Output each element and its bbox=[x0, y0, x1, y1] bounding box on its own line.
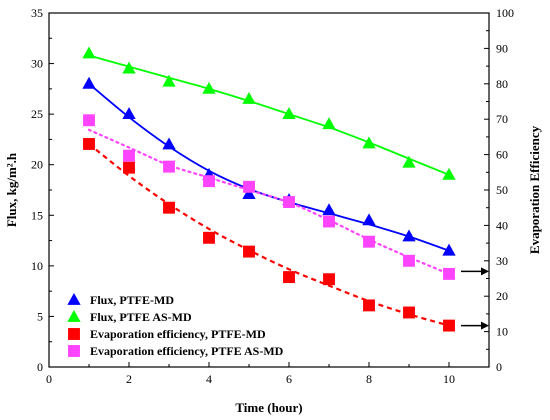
series-fit-line bbox=[88, 54, 450, 176]
data-point bbox=[282, 107, 296, 120]
y-right-tick-label: 90 bbox=[496, 41, 508, 55]
x-tick-label: 0 bbox=[46, 372, 52, 386]
data-point bbox=[323, 273, 335, 286]
data-point bbox=[243, 180, 255, 193]
series-3 bbox=[83, 138, 455, 332]
y-left-tick-label: 30 bbox=[31, 57, 43, 71]
y-right-tick-label: 80 bbox=[496, 77, 508, 91]
data-point bbox=[162, 137, 176, 150]
x-tick-label: 2 bbox=[126, 372, 132, 386]
data-point bbox=[443, 267, 455, 280]
y-right-tick-label: 40 bbox=[496, 218, 508, 232]
y-left-tick-label: 20 bbox=[31, 158, 43, 172]
legend-item: Flux, PTFE AS-MD bbox=[67, 310, 192, 324]
y-axis-right-title: Evaporation Efficiency bbox=[527, 125, 542, 254]
y-right-tick-label: 100 bbox=[496, 6, 514, 20]
data-point bbox=[122, 107, 136, 120]
data-point bbox=[202, 81, 216, 94]
y-left-tick-label: 35 bbox=[31, 6, 43, 20]
y-axis-left-title: Flux, kg/m².h bbox=[4, 152, 19, 227]
legend-item: Evaporation efficiency, PTFE AS-MD bbox=[68, 344, 284, 358]
data-point bbox=[123, 161, 135, 174]
legend-item: Evaporation efficiency, PTFE-MD bbox=[68, 327, 266, 341]
legend-label: Flux, PTFE AS-MD bbox=[90, 310, 192, 324]
data-point bbox=[402, 229, 416, 242]
y-right-tick-label: 20 bbox=[496, 289, 508, 303]
data-point bbox=[83, 114, 95, 127]
data-point bbox=[203, 231, 215, 244]
data-point bbox=[362, 136, 376, 149]
data-point bbox=[322, 203, 336, 216]
legend-marker bbox=[67, 310, 81, 322]
x-tick-label: 8 bbox=[366, 372, 372, 386]
legend-label: Evaporation efficiency, PTFE-MD bbox=[90, 327, 266, 341]
y-right-tick-label: 30 bbox=[496, 254, 508, 268]
y-right-tick-label: 10 bbox=[496, 325, 508, 339]
annotation-layer bbox=[461, 267, 489, 330]
series-fit-line bbox=[87, 128, 451, 275]
data-point bbox=[82, 76, 96, 89]
series-4 bbox=[83, 114, 455, 280]
legend-item: Flux, PTFE-MD bbox=[67, 293, 174, 307]
y-right-tick-label: 70 bbox=[496, 112, 508, 126]
y-right-tick-label: 0 bbox=[496, 360, 502, 374]
data-point bbox=[122, 61, 136, 74]
data-point bbox=[123, 149, 135, 162]
data-point bbox=[322, 117, 336, 130]
y-right-tick-label: 50 bbox=[496, 183, 508, 197]
data-point bbox=[283, 196, 295, 208]
series-layer bbox=[82, 46, 456, 332]
series-fit-line bbox=[88, 143, 450, 327]
ticks-layer: 0 2 4 6 8 10051015202530350102030405060708090… bbox=[31, 6, 514, 386]
frame-layer bbox=[48, 12, 490, 368]
legend-marker bbox=[67, 293, 81, 305]
data-point bbox=[363, 299, 375, 312]
data-point bbox=[323, 215, 335, 228]
y-left-tick-label: 15 bbox=[31, 208, 43, 222]
y-right-tick-label: 60 bbox=[496, 148, 508, 162]
data-point bbox=[283, 271, 295, 284]
data-point bbox=[242, 187, 256, 199]
data-point bbox=[163, 201, 175, 214]
legend-label: Flux, PTFE-MD bbox=[90, 293, 174, 307]
y-left-tick-label: 5 bbox=[37, 309, 43, 323]
data-point bbox=[442, 167, 456, 180]
data-point bbox=[402, 155, 416, 168]
data-point bbox=[363, 235, 375, 248]
series-2 bbox=[82, 46, 456, 180]
data-point bbox=[83, 138, 95, 150]
data-point bbox=[243, 245, 255, 258]
x-tick-label: 10 bbox=[443, 372, 455, 386]
legend-marker bbox=[68, 345, 80, 357]
x-axis-title: Time (hour) bbox=[235, 400, 302, 415]
y-left-tick-label: 0 bbox=[37, 360, 43, 374]
y-left-tick-label: 10 bbox=[31, 259, 43, 273]
data-point bbox=[242, 91, 256, 104]
data-point bbox=[362, 213, 376, 226]
data-point bbox=[442, 243, 456, 256]
data-point bbox=[403, 306, 415, 319]
x-tick-label: 4 bbox=[206, 372, 212, 386]
data-point bbox=[82, 46, 96, 59]
annotation-arrow bbox=[461, 267, 489, 276]
data-point bbox=[162, 74, 176, 87]
plot-frame bbox=[48, 12, 490, 368]
legend: Flux, PTFE-MD Flux, PTFE AS-MD Evaporation… bbox=[67, 293, 284, 358]
y-left-tick-label: 25 bbox=[31, 107, 43, 121]
series-1 bbox=[82, 76, 456, 256]
series-fit-line bbox=[88, 83, 450, 252]
data-point bbox=[203, 175, 215, 188]
x-tick-label: 6 bbox=[286, 372, 292, 386]
annotation-arrow bbox=[461, 321, 489, 330]
data-point bbox=[403, 254, 415, 267]
data-point bbox=[163, 160, 175, 173]
legend-marker bbox=[68, 328, 80, 340]
legend-label: Evaporation efficiency, PTFE AS-MD bbox=[90, 344, 284, 358]
data-point bbox=[443, 319, 455, 332]
